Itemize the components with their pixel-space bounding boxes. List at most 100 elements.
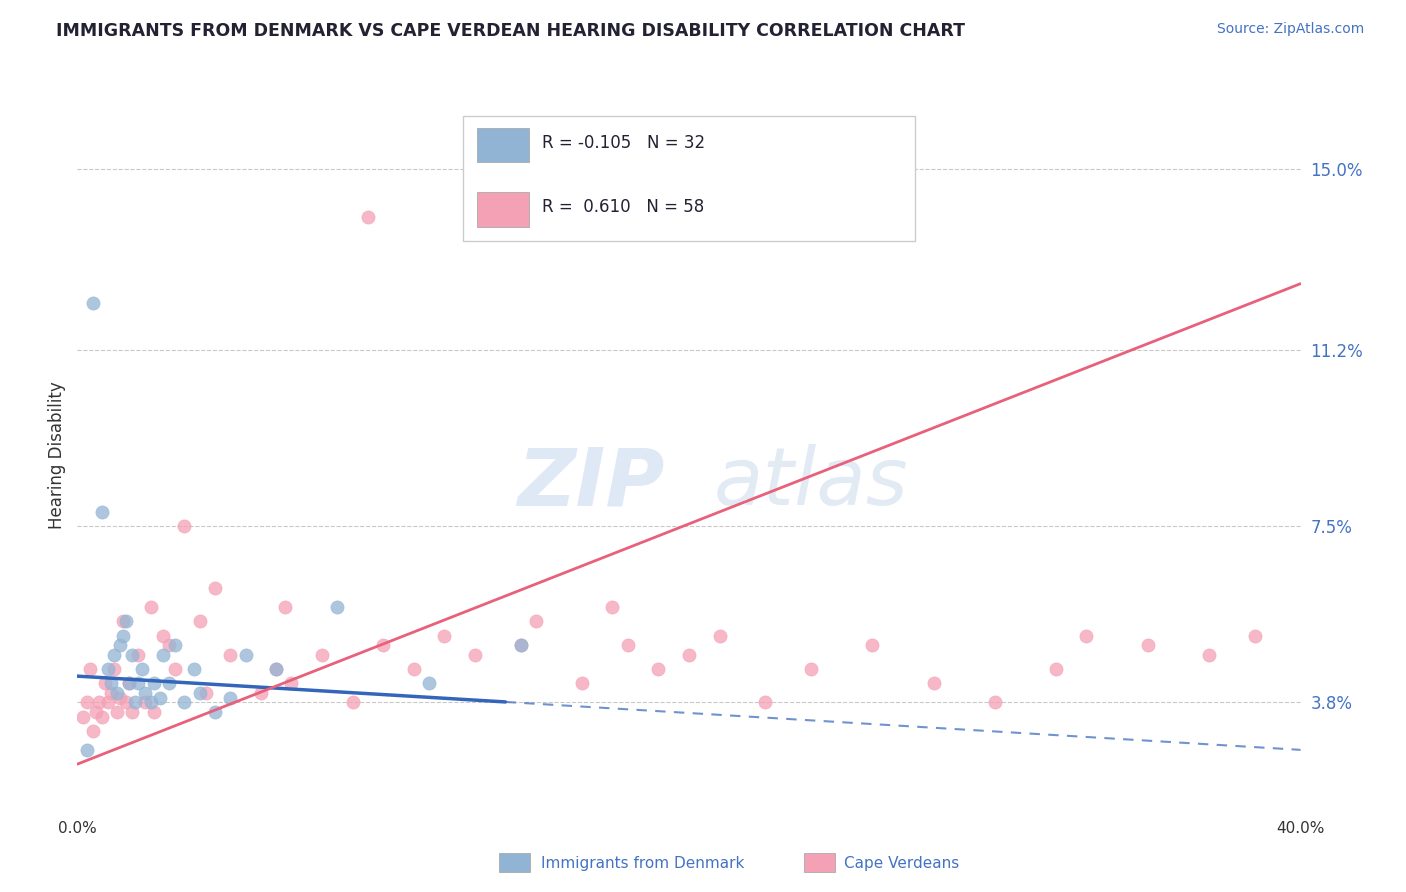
Point — [418, 676, 440, 690]
Point — [103, 648, 125, 662]
Point — [188, 615, 211, 629]
Point — [235, 648, 257, 662]
Point — [134, 686, 156, 700]
FancyBboxPatch shape — [463, 116, 915, 241]
Point — [571, 676, 593, 690]
Point — [264, 662, 287, 676]
Point — [139, 695, 162, 709]
Point — [82, 295, 104, 310]
Point — [464, 648, 486, 662]
Point — [371, 638, 394, 652]
Point — [142, 676, 165, 690]
Point — [108, 690, 131, 705]
Point — [524, 615, 547, 629]
Point — [87, 695, 110, 709]
Point — [754, 695, 776, 709]
Bar — [477, 128, 529, 162]
Text: atlas: atlas — [713, 444, 908, 523]
Text: Immigrants from Denmark: Immigrants from Denmark — [541, 856, 745, 871]
Point — [90, 505, 112, 519]
Point — [709, 629, 731, 643]
Point — [342, 695, 364, 709]
Point — [118, 676, 141, 690]
Bar — [804, 853, 835, 872]
Point — [433, 629, 456, 643]
Point — [1243, 629, 1265, 643]
Point — [678, 648, 700, 662]
Point — [103, 662, 125, 676]
Text: IMMIGRANTS FROM DENMARK VS CAPE VERDEAN HEARING DISABILITY CORRELATION CHART: IMMIGRANTS FROM DENMARK VS CAPE VERDEAN … — [56, 22, 966, 40]
Point — [1076, 629, 1098, 643]
Point — [97, 695, 120, 709]
Point — [1198, 648, 1220, 662]
Point — [105, 705, 128, 719]
Point — [357, 210, 380, 224]
Point — [142, 705, 165, 719]
Point — [311, 648, 333, 662]
Point — [157, 638, 180, 652]
Point — [112, 615, 135, 629]
Point — [97, 662, 120, 676]
Point — [800, 662, 823, 676]
Bar — [499, 853, 530, 872]
Point — [402, 662, 425, 676]
Text: ZIP: ZIP — [517, 444, 665, 523]
Point — [105, 686, 128, 700]
Point — [84, 705, 107, 719]
Point — [76, 695, 98, 709]
Point — [326, 600, 349, 615]
Point — [165, 638, 187, 652]
Point — [984, 695, 1007, 709]
Point — [127, 676, 149, 690]
Point — [82, 723, 104, 738]
Point — [100, 676, 122, 690]
Text: R =  0.610   N = 58: R = 0.610 N = 58 — [543, 198, 704, 216]
Point — [204, 581, 226, 595]
Point — [115, 615, 138, 629]
Point — [72, 709, 94, 723]
Point — [127, 648, 149, 662]
Point — [250, 686, 273, 700]
Point — [115, 695, 138, 709]
Point — [94, 676, 117, 690]
Bar — [477, 193, 529, 227]
Point — [862, 638, 884, 652]
Point — [124, 695, 146, 709]
Point — [112, 629, 135, 643]
Y-axis label: Hearing Disability: Hearing Disability — [48, 381, 66, 529]
Point — [173, 519, 195, 533]
Point — [121, 705, 143, 719]
Point — [509, 638, 531, 652]
Point — [509, 638, 531, 652]
Point — [204, 705, 226, 719]
Point — [76, 743, 98, 757]
Point — [602, 600, 624, 615]
Point — [108, 638, 131, 652]
Point — [617, 638, 640, 652]
Point — [139, 600, 162, 615]
Text: R = -0.105   N = 32: R = -0.105 N = 32 — [543, 134, 706, 152]
Point — [149, 690, 172, 705]
Point — [183, 662, 205, 676]
Point — [134, 695, 156, 709]
Point — [194, 686, 217, 700]
Point — [219, 648, 242, 662]
Point — [90, 709, 112, 723]
Point — [1045, 662, 1067, 676]
Text: Source: ZipAtlas.com: Source: ZipAtlas.com — [1216, 22, 1364, 37]
Point — [100, 686, 122, 700]
Point — [647, 662, 669, 676]
Point — [131, 662, 153, 676]
Point — [274, 600, 297, 615]
Text: Cape Verdeans: Cape Verdeans — [844, 856, 959, 871]
Point — [121, 648, 143, 662]
Point — [152, 648, 174, 662]
Point — [219, 690, 242, 705]
Point — [173, 695, 195, 709]
Point — [165, 662, 187, 676]
Point — [152, 629, 174, 643]
Point — [79, 662, 101, 676]
Point — [118, 676, 141, 690]
Point — [1136, 638, 1159, 652]
Point — [157, 676, 180, 690]
